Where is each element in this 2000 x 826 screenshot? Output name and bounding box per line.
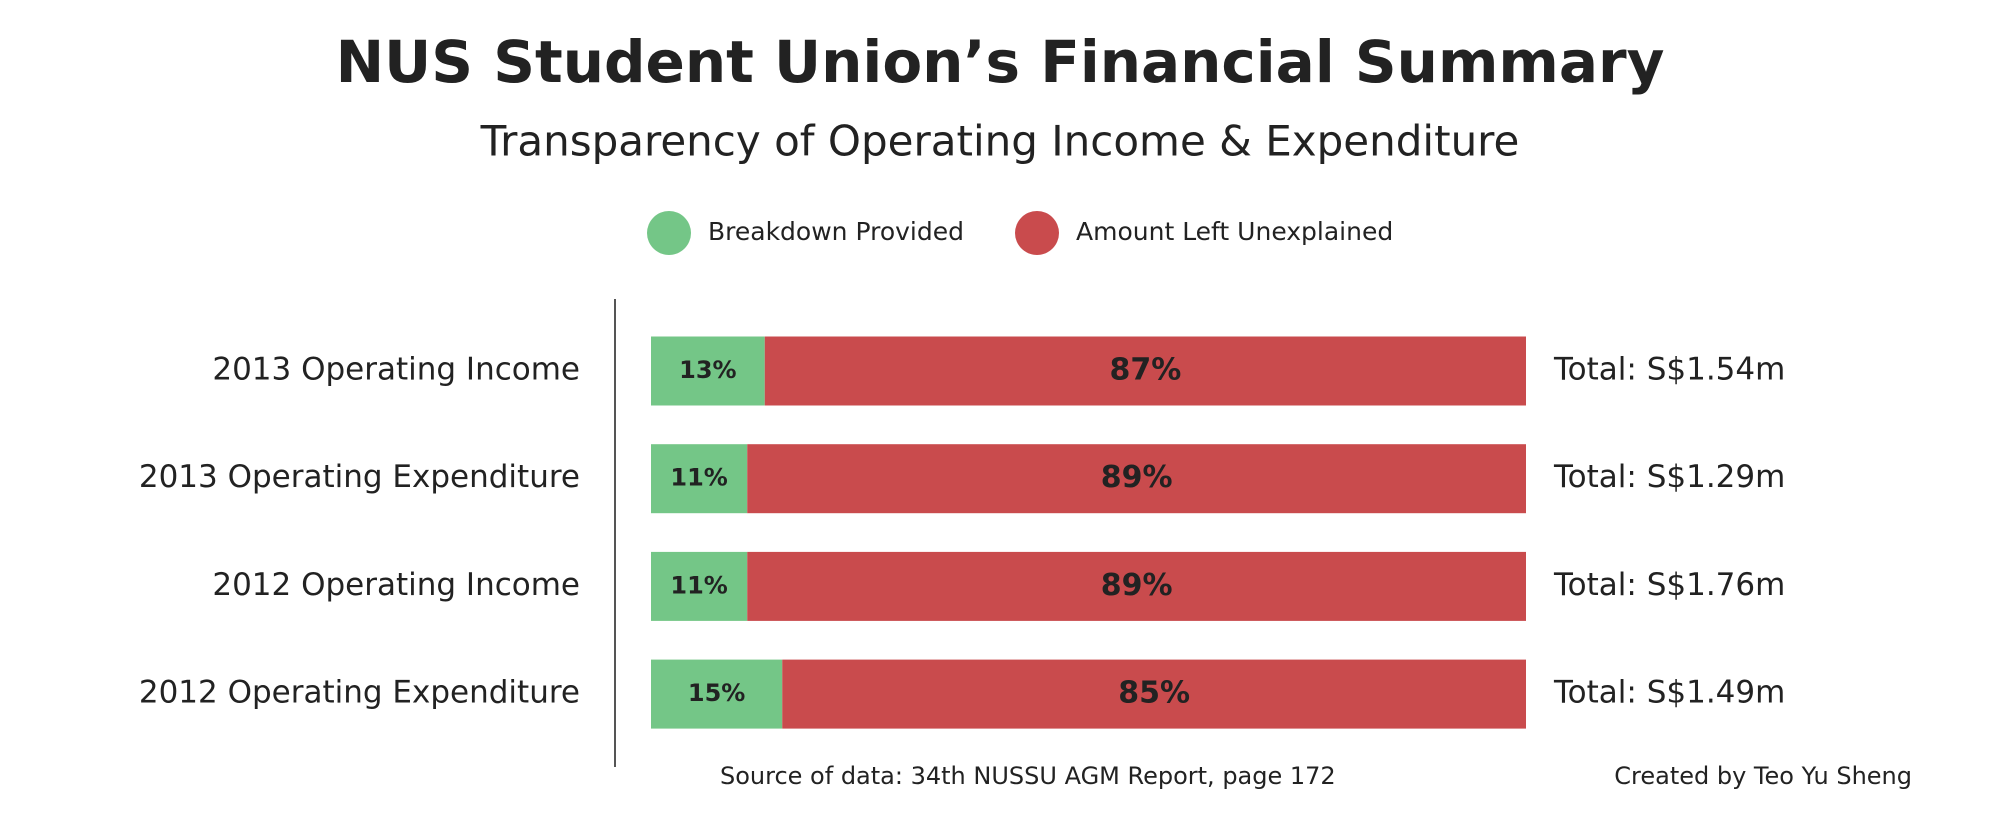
legend-swatch [1015, 211, 1059, 255]
value-label: 89% [1101, 460, 1173, 495]
y-tick-label: 2013 Operating Income [212, 352, 580, 388]
value-label: 11% [670, 571, 727, 599]
chart-title: NUS Student Union’s Financial Summary [336, 28, 1665, 96]
bar-segment [651, 336, 765, 406]
bar-segment [651, 551, 748, 621]
legend-label: Breakdown Provided [708, 217, 964, 246]
y-tick-label: 2012 Operating Income [212, 567, 580, 603]
legend-swatch [647, 211, 691, 255]
bar-segment [651, 659, 783, 729]
y-tick-label: 2012 Operating Expenditure [139, 675, 580, 711]
value-label: 87% [1109, 353, 1181, 388]
y-tick-label: 2013 Operating Expenditure [139, 459, 580, 495]
source-note: Source of data: 34th NUSSU AGM Report, p… [720, 762, 1336, 790]
total-label: Total: S$1.29m [1553, 459, 1785, 495]
chart-subtitle: Transparency of Operating Income & Expen… [480, 117, 1520, 166]
value-label: 85% [1118, 676, 1190, 711]
value-label: 89% [1101, 568, 1173, 603]
value-label: 11% [670, 464, 727, 492]
value-label: 13% [679, 356, 736, 384]
value-label: 15% [688, 679, 745, 707]
legend-label: Amount Left Unexplained [1076, 217, 1393, 246]
total-label: Total: S$1.49m [1553, 675, 1785, 711]
bar-segment [747, 551, 1526, 621]
credit-note: Created by Teo Yu Sheng [1614, 762, 1912, 790]
bar-segment [651, 444, 748, 514]
bar-segment [747, 444, 1526, 514]
total-label: Total: S$1.54m [1553, 352, 1785, 388]
bar-segment [764, 336, 1526, 406]
total-label: Total: S$1.76m [1553, 567, 1785, 603]
bar-segment [782, 659, 1526, 729]
